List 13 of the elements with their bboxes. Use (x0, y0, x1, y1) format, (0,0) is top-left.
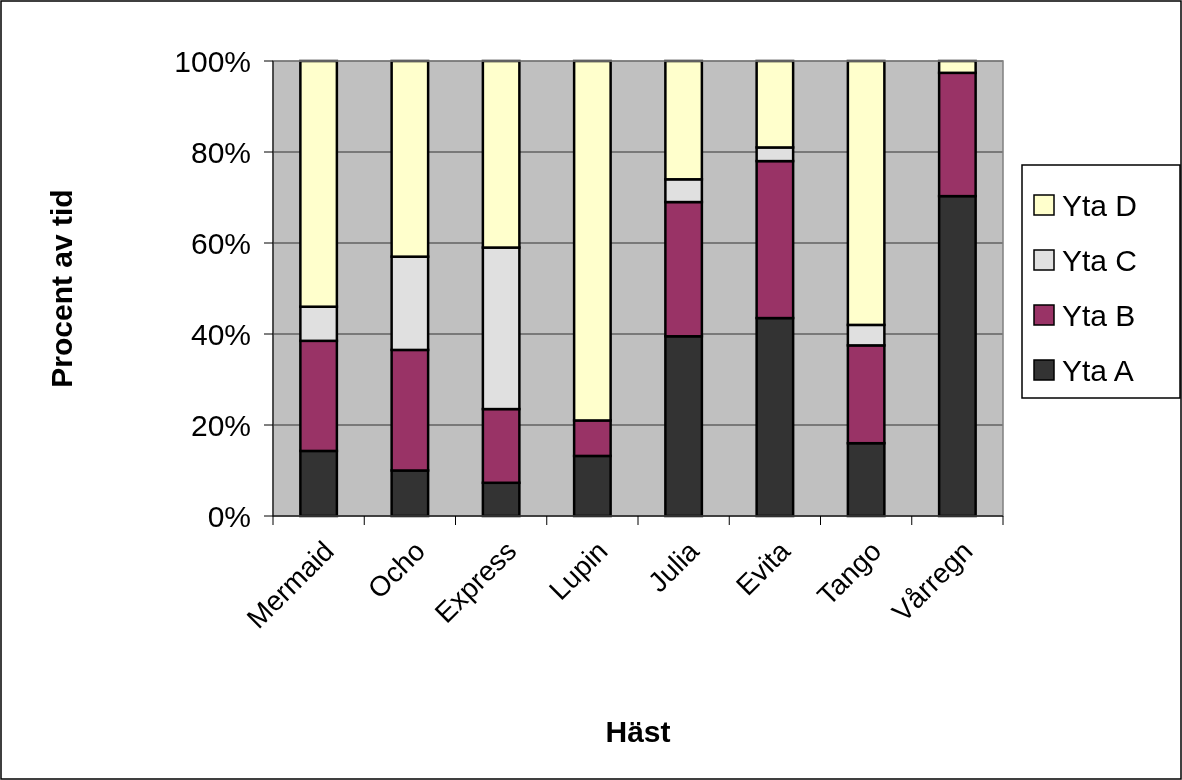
x-axis-title: Häst (605, 715, 671, 748)
y-axis-title: Procent av tid (45, 189, 78, 388)
y-tick-label: 40% (190, 317, 251, 351)
legend-label: Yta C (1062, 243, 1138, 277)
legend-label: Yta A (1062, 353, 1134, 387)
y-tick-label: 60% (190, 226, 251, 260)
y-tick-label: 100% (174, 44, 251, 78)
legend-label: Yta B (1062, 298, 1136, 332)
x-tick-label: Julia (642, 534, 706, 598)
y-tick-label: 80% (190, 135, 251, 169)
legend-label: Yta D (1062, 188, 1138, 222)
y-tick-label: 0% (207, 499, 251, 533)
y-tick-label: 20% (190, 408, 251, 442)
